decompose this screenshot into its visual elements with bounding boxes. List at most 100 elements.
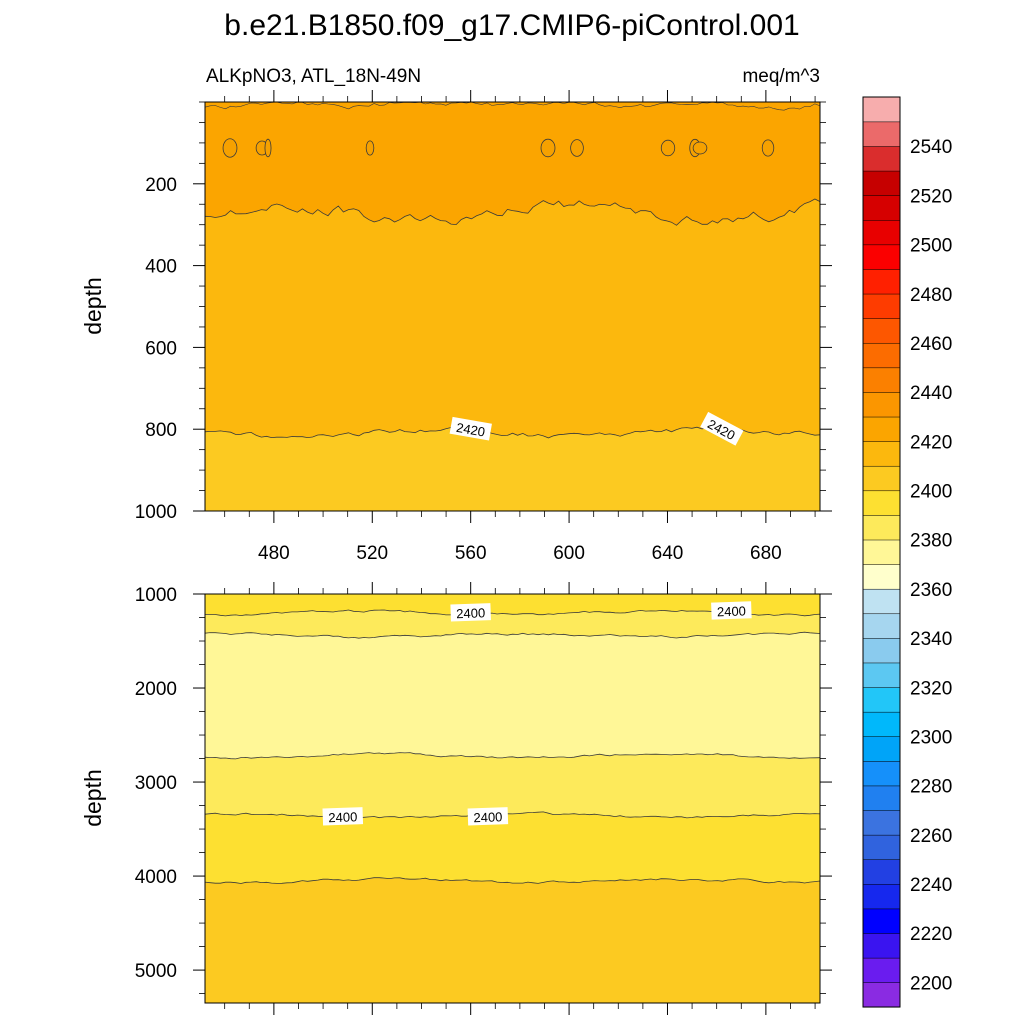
colorbar-tick-label: 2460 bbox=[910, 334, 952, 355]
x-tick-label: 640 bbox=[652, 543, 684, 564]
colorbar-swatch bbox=[862, 785, 901, 811]
top-contour-line bbox=[205, 198, 820, 226]
contour-cell bbox=[264, 138, 272, 158]
colorbar-swatch bbox=[862, 564, 901, 590]
colorbar-tick-label: 2540 bbox=[910, 137, 952, 158]
colorbar-tick-label: 2240 bbox=[910, 875, 952, 896]
colorbar-swatch bbox=[862, 391, 901, 418]
contour-label-bg bbox=[322, 807, 364, 826]
y-tick-label: 5000 bbox=[135, 961, 177, 982]
colorbar-swatch bbox=[862, 539, 901, 565]
colorbar-swatch bbox=[862, 145, 901, 172]
y-tick-label: 4000 bbox=[135, 867, 177, 888]
colorbar: 2200 2220 2240 2260 2280 2300 2320 2340 2360 2380… bbox=[862, 96, 952, 1008]
y-tick-label: 200 bbox=[145, 175, 177, 196]
contour-label-bg bbox=[449, 416, 492, 441]
colorbar-swatch bbox=[862, 687, 901, 713]
bottom-panel-fill bbox=[205, 594, 820, 1003]
contour-label-text: 2400 bbox=[717, 603, 746, 619]
colorbar-swatch bbox=[862, 318, 901, 344]
colorbar-swatch bbox=[862, 736, 901, 762]
colorbar-swatch bbox=[862, 637, 901, 664]
y-tick-label: 600 bbox=[145, 338, 177, 359]
right-subtitle: meq/m^3 bbox=[742, 66, 820, 87]
colorbar-swatch bbox=[862, 760, 901, 787]
colorbar-tick-label: 2480 bbox=[910, 285, 952, 306]
top-band-2 bbox=[205, 427, 820, 511]
contour-cell bbox=[540, 138, 556, 158]
colorbar-tick-label: 2300 bbox=[910, 728, 952, 749]
top-y-axis-label: depth bbox=[80, 277, 106, 335]
colorbar-tick-label: 2420 bbox=[910, 432, 952, 453]
colorbar-swatch bbox=[862, 96, 901, 123]
bottom-panel-frame bbox=[204, 593, 821, 1004]
bottom-y-axis-label: depth bbox=[80, 769, 106, 827]
bottom-contour-line bbox=[205, 631, 820, 639]
colorbar-swatch bbox=[862, 293, 901, 319]
colorbar-tick-label: 2200 bbox=[910, 973, 952, 994]
colorbar-swatch bbox=[862, 490, 901, 516]
colorbar-tick-label: 2320 bbox=[910, 678, 952, 699]
colorbar-swatch bbox=[862, 342, 901, 369]
contour-label-text: 2400 bbox=[456, 605, 485, 621]
colorbar-swatch bbox=[862, 613, 901, 639]
colorbar-swatch bbox=[862, 121, 901, 147]
colorbar-swatch bbox=[862, 982, 901, 1008]
contour-label: 2400 bbox=[467, 807, 509, 826]
y-tick-label: 3000 bbox=[135, 773, 177, 794]
top-panel-fill bbox=[205, 102, 820, 511]
colorbar-swatch bbox=[862, 416, 901, 442]
x-tick-label: 520 bbox=[356, 543, 388, 564]
bottom-band-5 bbox=[205, 877, 820, 1003]
contour-label: 2400 bbox=[450, 603, 491, 622]
colorbar-swatch bbox=[862, 441, 901, 467]
colorbar-swatch bbox=[862, 859, 901, 885]
contour-line-surface bbox=[205, 102, 820, 111]
contour-cell bbox=[365, 140, 375, 156]
bottom-contour-line bbox=[205, 877, 820, 884]
y-tick-label: 2000 bbox=[135, 679, 177, 700]
contour-label-bg bbox=[450, 603, 491, 622]
contour-label-bg bbox=[711, 601, 752, 620]
contour-cell bbox=[761, 139, 775, 157]
colorbar-tick-label: 2360 bbox=[910, 580, 952, 601]
contour-label: 2400 bbox=[322, 807, 364, 826]
colorbar-tick-label: 2440 bbox=[910, 383, 952, 404]
y-tick-label: 1000 bbox=[135, 502, 177, 523]
contour-cell bbox=[660, 139, 676, 157]
colorbar-tick-label: 2400 bbox=[910, 482, 952, 503]
colorbar-swatch bbox=[862, 268, 901, 295]
contour-label: 2400 bbox=[711, 601, 752, 620]
bottom-contour-line bbox=[205, 752, 820, 760]
x-tick-label: 560 bbox=[455, 543, 487, 564]
bottom-panel-contour-labels: 2400 2400 2400 2400 bbox=[322, 601, 752, 826]
contour-cell bbox=[692, 141, 708, 155]
colorbar-swatch bbox=[862, 662, 901, 688]
bottom-panel: 2400 2400 2400 2400 1000 2000 3000 4000 5000 de… bbox=[80, 582, 832, 1015]
contour-label-bg bbox=[700, 411, 744, 446]
contour-label: 2420 bbox=[449, 416, 492, 441]
colorbar-swatch bbox=[862, 908, 901, 934]
contour-label-bg bbox=[467, 807, 509, 826]
colorbar-swatch bbox=[862, 367, 901, 393]
contour-cell bbox=[222, 138, 238, 158]
x-tick-label: 600 bbox=[553, 543, 585, 564]
colorbar-swatch bbox=[862, 957, 901, 983]
top-panel-ticks: 200 400 600 800 1000 480 520 560 600 640 680 bbox=[135, 90, 832, 564]
colorbar-swatch bbox=[862, 809, 901, 836]
colorbar-swatch bbox=[862, 588, 901, 615]
colorbar-tick-label: 2280 bbox=[910, 777, 952, 798]
colorbar-swatch bbox=[862, 195, 901, 221]
x-tick-label: 480 bbox=[258, 543, 290, 564]
colorbar-swatch bbox=[862, 883, 901, 910]
colorbar-tick-label: 2220 bbox=[910, 924, 952, 945]
colorbar-frame bbox=[862, 96, 901, 1008]
bottom-panel-ticks: 1000 2000 3000 4000 5000 bbox=[135, 582, 832, 1015]
contour-label-text: 2400 bbox=[328, 809, 357, 825]
contour-cell bbox=[570, 139, 584, 157]
colorbar-swatch bbox=[862, 711, 901, 737]
colorbar-tick-label: 2380 bbox=[910, 531, 952, 552]
colorbar-swatch bbox=[862, 219, 901, 246]
